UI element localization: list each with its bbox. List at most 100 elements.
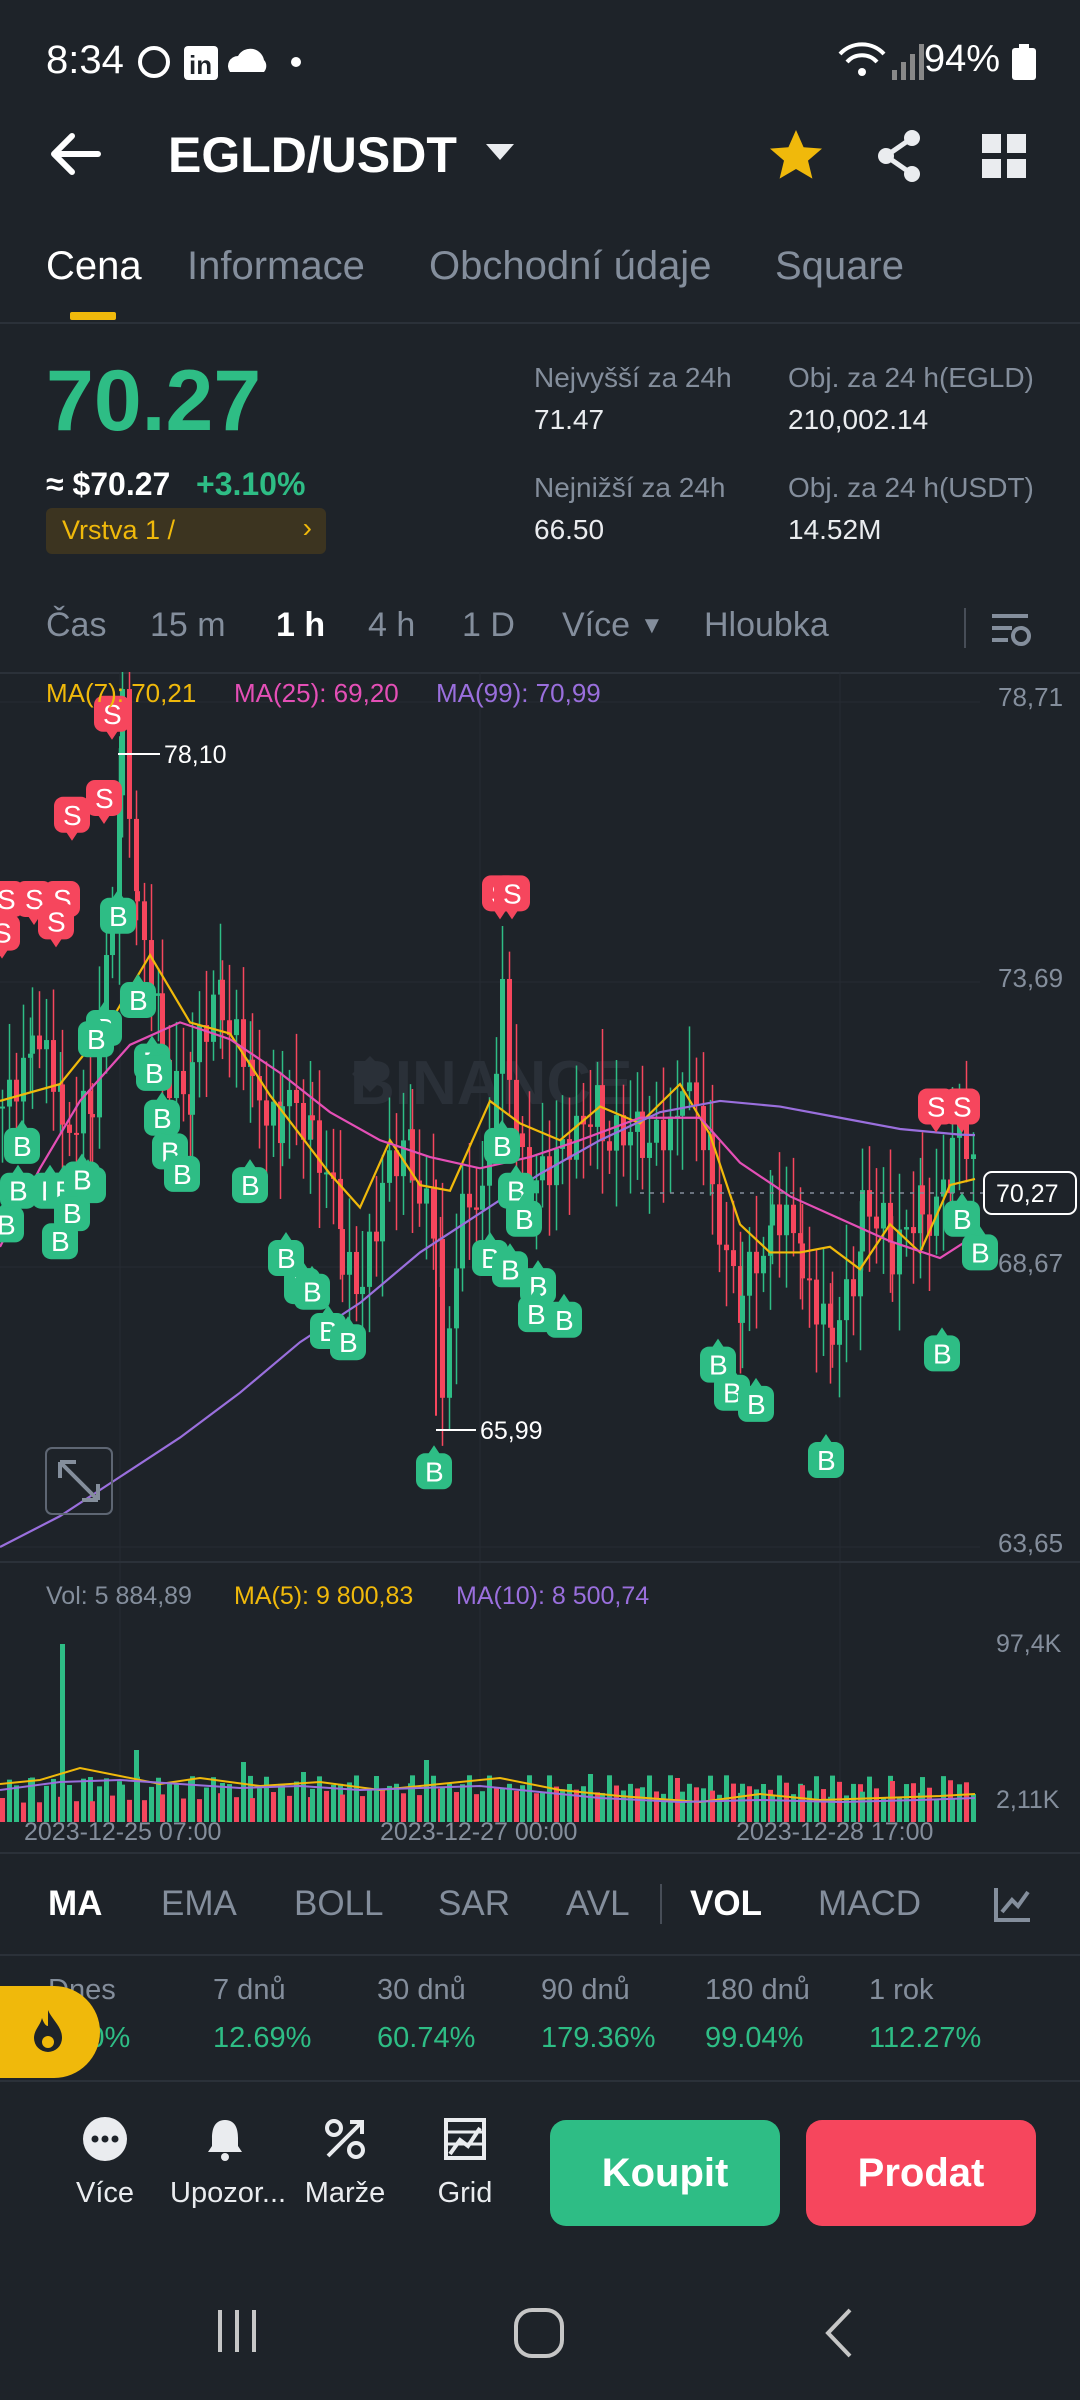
interval-depth[interactable]: Hloubka: [704, 606, 829, 644]
candle-body: [740, 1295, 745, 1323]
indicator-boll[interactable]: BOLL: [294, 1884, 384, 1923]
candle-body: [324, 1172, 329, 1175]
candle-body: [717, 1184, 722, 1245]
volume-bar: [614, 1785, 619, 1822]
buy-marker-label: B: [527, 1299, 546, 1330]
tab-trading-data[interactable]: Obchodní údaje: [429, 244, 712, 288]
grid-button[interactable]: Grid: [410, 2114, 520, 2210]
buy-marker: [42, 1223, 78, 1260]
buy-button[interactable]: Koupit: [550, 2120, 780, 2226]
layout-grid-icon[interactable]: [972, 124, 1036, 188]
candle-body: [731, 1250, 736, 1267]
interval-4h[interactable]: 4 h: [368, 606, 416, 644]
volume-bar: [640, 1787, 645, 1822]
buy-marker-label: B: [129, 985, 148, 1016]
sell-marker-label: S: [927, 1092, 946, 1123]
candle-body: [694, 1082, 699, 1107]
interval-15m[interactable]: 15 m: [150, 606, 226, 644]
volume-bar: [14, 1785, 19, 1822]
buy-marker: [268, 1240, 304, 1277]
buy-marker: [4, 1127, 40, 1164]
candle-body: [867, 1190, 872, 1217]
sell-marker-label: S: [0, 918, 12, 949]
indicator-settings-icon[interactable]: [990, 1882, 1034, 1926]
more-button[interactable]: Více: [50, 2114, 160, 2210]
expand-chart-button[interactable]: [45, 1447, 113, 1515]
perf-label: 30 dnů: [377, 1974, 466, 2006]
sell-marker-label: S: [103, 699, 122, 730]
interval-more[interactable]: Více: [562, 606, 631, 644]
buy-marker-label: B: [971, 1237, 990, 1268]
volume-bar: [271, 1792, 276, 1822]
candle-body: [777, 1204, 782, 1236]
volume-bar: [197, 1799, 202, 1822]
interval-1h[interactable]: 1 h: [276, 606, 326, 644]
margin-button[interactable]: Marže: [290, 2114, 400, 2210]
volume-bar: [740, 1783, 745, 1822]
candle-body: [81, 1090, 86, 1134]
share-icon[interactable]: [868, 124, 932, 188]
back-arrow-icon[interactable]: [46, 124, 106, 184]
candle-body: [607, 1141, 612, 1151]
candle-body: [640, 1111, 645, 1158]
interval-time[interactable]: Čas: [46, 606, 107, 644]
candle-body: [661, 1119, 666, 1151]
buy-marker: [546, 1301, 582, 1338]
candle-body: [687, 1082, 692, 1092]
volume-bar: [860, 1791, 865, 1822]
indicator-vol[interactable]: VOL: [690, 1884, 762, 1923]
volume-bar: [310, 1788, 315, 1822]
candle-body: [828, 1303, 833, 1328]
sell-button[interactable]: Prodat: [806, 2120, 1036, 2226]
indicator-ema[interactable]: EMA: [161, 1884, 237, 1923]
interval-1d[interactable]: 1 D: [462, 606, 515, 644]
perf-value: 179.36%: [541, 2022, 656, 2054]
candle-body: [227, 1020, 232, 1036]
buy-marker-label: B: [73, 1164, 92, 1195]
price-chart[interactable]: BINANCE SSSSSSSSSSSSBBBBBBBBBBBBBBBBBBBB…: [0, 672, 1080, 1852]
indicator-avl[interactable]: AVL: [566, 1884, 630, 1923]
low-24h-label: Nejnižší za 24h: [534, 472, 726, 503]
candle-body: [844, 1279, 849, 1321]
volume-bar: [120, 1784, 125, 1822]
layer-tag[interactable]: Vrstva 1 / ›: [46, 508, 326, 554]
volume-bar: [211, 1777, 216, 1822]
volume-legend: Vol: 5 884,89: [46, 1582, 192, 1610]
chart-settings-icon[interactable]: [986, 606, 1034, 654]
candle-body: [971, 1154, 976, 1160]
favorite-star-icon[interactable]: [764, 124, 828, 188]
system-back-icon[interactable]: [820, 2306, 860, 2360]
candle-body: [507, 978, 512, 1080]
candle-body: [374, 1231, 379, 1242]
candle-body: [514, 1079, 519, 1134]
volume-bar: [710, 1790, 715, 1822]
candle-body: [567, 1139, 572, 1160]
floating-promo-button[interactable]: [0, 1986, 100, 2078]
candle-body: [574, 1115, 579, 1160]
volume-bar: [149, 1786, 154, 1822]
vol-quote-label: Obj. za 24 h(USDT): [788, 472, 1034, 503]
tab-info[interactable]: Informace: [187, 244, 365, 288]
candle-body: [264, 1100, 269, 1126]
tab-square[interactable]: Square: [775, 244, 904, 288]
recent-apps-icon[interactable]: [212, 2306, 262, 2356]
pair-dropdown-icon[interactable]: [486, 144, 514, 160]
indicator-ma[interactable]: MA: [48, 1884, 103, 1923]
indicator-sar[interactable]: SAR: [438, 1884, 510, 1923]
indicator-macd[interactable]: MACD: [818, 1884, 922, 1923]
candle-body: [784, 1204, 789, 1236]
volume-bar: [540, 1792, 545, 1822]
candle-body: [134, 818, 139, 892]
volume-bar: [595, 1792, 600, 1822]
trading-pair-title[interactable]: EGLD/USDT: [168, 127, 457, 183]
volume-bar: [507, 1783, 512, 1822]
tab-price[interactable]: Cena: [46, 244, 142, 288]
candle-body: [104, 955, 109, 1018]
volume-bar: [110, 1795, 115, 1822]
more-dropdown-icon[interactable]: ▼: [640, 612, 664, 639]
home-icon[interactable]: [512, 2306, 566, 2360]
buy-marker: [120, 981, 156, 1018]
candle-body: [440, 1238, 445, 1398]
perf-label: 180 dnů: [705, 1974, 810, 2006]
alerts-button[interactable]: Upozor...: [170, 2114, 286, 2210]
